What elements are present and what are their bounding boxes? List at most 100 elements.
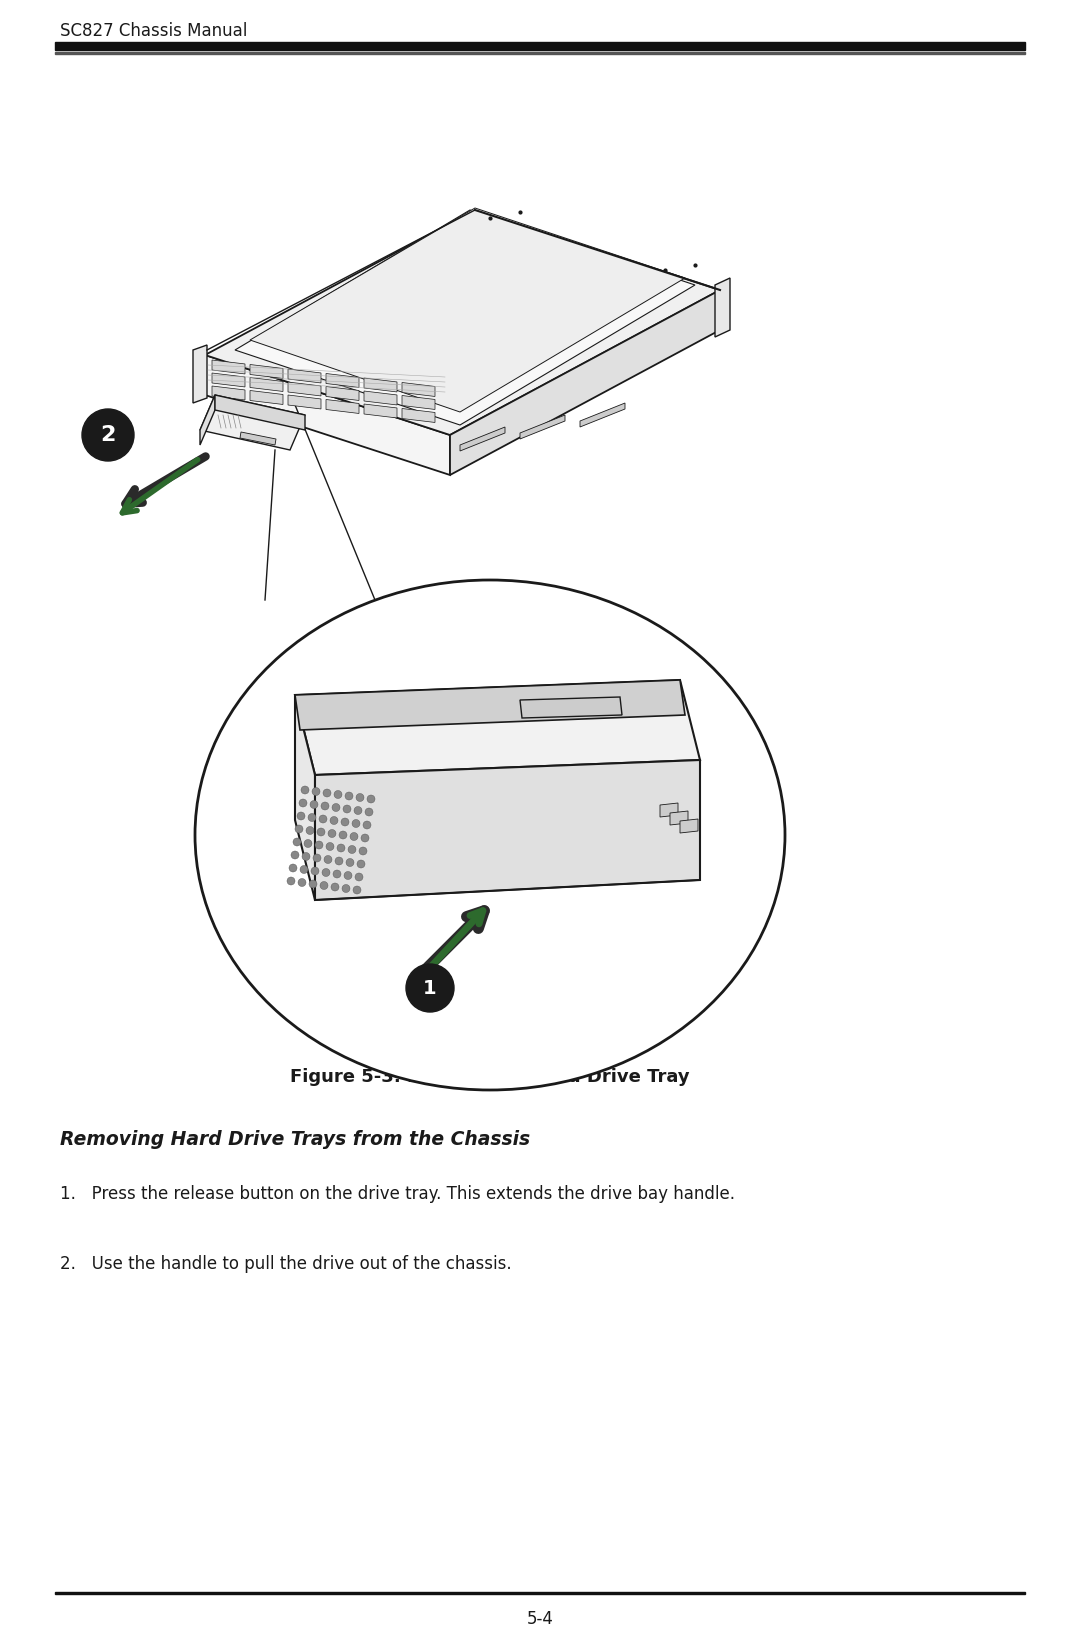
- Circle shape: [297, 812, 305, 820]
- Bar: [55, 53, 1025, 54]
- Circle shape: [345, 792, 353, 800]
- Circle shape: [357, 860, 365, 868]
- Polygon shape: [288, 383, 321, 396]
- Circle shape: [335, 856, 343, 865]
- Circle shape: [356, 794, 364, 802]
- Circle shape: [303, 840, 312, 848]
- Circle shape: [406, 964, 454, 1011]
- Polygon shape: [364, 378, 397, 393]
- Circle shape: [343, 805, 351, 813]
- Polygon shape: [680, 818, 698, 833]
- Circle shape: [363, 822, 372, 828]
- Circle shape: [320, 881, 328, 889]
- Circle shape: [359, 846, 367, 855]
- Text: 1.   Press the release button on the drive tray. This extends the drive bay hand: 1. Press the release button on the drive…: [60, 1185, 735, 1203]
- Circle shape: [337, 845, 345, 851]
- Circle shape: [324, 855, 332, 863]
- Polygon shape: [235, 210, 696, 426]
- Polygon shape: [200, 394, 215, 446]
- Polygon shape: [326, 386, 359, 401]
- Polygon shape: [193, 345, 207, 403]
- Polygon shape: [364, 404, 397, 417]
- Circle shape: [308, 813, 316, 822]
- Polygon shape: [326, 373, 359, 388]
- Polygon shape: [660, 804, 678, 817]
- Polygon shape: [519, 696, 622, 718]
- Circle shape: [311, 866, 319, 874]
- Circle shape: [346, 858, 354, 866]
- Text: 1: 1: [423, 978, 436, 998]
- Circle shape: [322, 868, 330, 876]
- Circle shape: [333, 870, 341, 878]
- Polygon shape: [249, 378, 283, 391]
- Polygon shape: [402, 409, 435, 422]
- Text: 2: 2: [100, 426, 116, 446]
- Circle shape: [330, 883, 339, 891]
- Polygon shape: [249, 391, 283, 404]
- Polygon shape: [326, 399, 359, 414]
- Circle shape: [295, 825, 303, 833]
- Polygon shape: [580, 403, 625, 427]
- Text: 2.   Use the handle to pull the drive out of the chassis.: 2. Use the handle to pull the drive out …: [60, 1256, 512, 1274]
- Polygon shape: [460, 427, 505, 450]
- Polygon shape: [364, 391, 397, 404]
- Circle shape: [365, 808, 373, 817]
- Circle shape: [82, 409, 134, 460]
- Circle shape: [332, 804, 340, 812]
- Circle shape: [289, 865, 297, 871]
- Polygon shape: [212, 373, 245, 388]
- Circle shape: [342, 884, 350, 893]
- Bar: [55, 41, 1025, 50]
- Circle shape: [326, 843, 334, 850]
- Polygon shape: [402, 396, 435, 409]
- Circle shape: [287, 878, 295, 884]
- Polygon shape: [212, 360, 245, 375]
- Circle shape: [299, 799, 307, 807]
- Circle shape: [345, 871, 352, 879]
- Circle shape: [313, 855, 321, 861]
- Circle shape: [350, 833, 357, 840]
- Polygon shape: [295, 695, 315, 899]
- Polygon shape: [240, 432, 276, 446]
- Circle shape: [291, 851, 299, 860]
- Circle shape: [319, 815, 327, 823]
- Circle shape: [318, 828, 325, 837]
- Bar: [55, 1592, 1025, 1594]
- Circle shape: [341, 818, 349, 827]
- Circle shape: [301, 785, 309, 794]
- Circle shape: [293, 838, 301, 846]
- Circle shape: [298, 878, 306, 886]
- Polygon shape: [200, 394, 305, 450]
- Polygon shape: [288, 370, 321, 383]
- Circle shape: [355, 873, 363, 881]
- Circle shape: [339, 832, 347, 838]
- Circle shape: [302, 853, 310, 861]
- Circle shape: [312, 787, 320, 795]
- Polygon shape: [450, 290, 720, 475]
- Circle shape: [330, 817, 338, 825]
- Polygon shape: [205, 355, 450, 475]
- Polygon shape: [249, 208, 685, 412]
- Polygon shape: [215, 394, 305, 431]
- Polygon shape: [402, 383, 435, 396]
- Polygon shape: [295, 680, 685, 729]
- Circle shape: [315, 842, 323, 850]
- Circle shape: [334, 790, 342, 799]
- Circle shape: [352, 820, 360, 828]
- Circle shape: [348, 845, 356, 853]
- Circle shape: [354, 807, 362, 815]
- Circle shape: [367, 795, 375, 804]
- Circle shape: [361, 833, 369, 842]
- Ellipse shape: [195, 581, 785, 1091]
- Circle shape: [300, 866, 308, 873]
- Text: 5-4: 5-4: [527, 1610, 553, 1629]
- Circle shape: [321, 802, 329, 810]
- Polygon shape: [315, 761, 700, 899]
- Polygon shape: [212, 386, 245, 399]
- Polygon shape: [288, 394, 321, 409]
- Circle shape: [306, 827, 314, 835]
- Circle shape: [328, 830, 336, 838]
- Polygon shape: [519, 416, 565, 439]
- Circle shape: [310, 800, 318, 808]
- Polygon shape: [249, 365, 283, 378]
